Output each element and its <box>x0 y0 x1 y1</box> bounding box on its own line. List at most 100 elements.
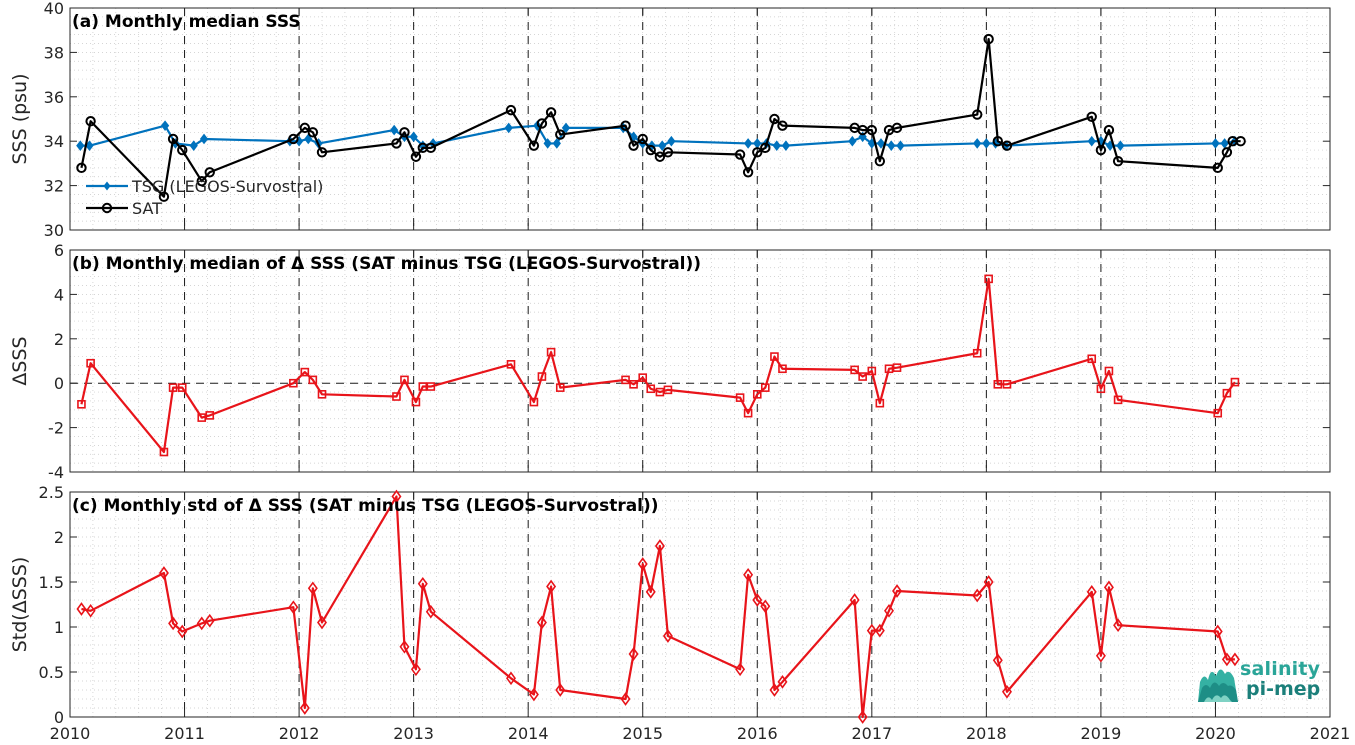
data-point <box>743 138 753 149</box>
x-tick-label: 2021 <box>1310 724 1351 743</box>
data-point <box>1087 354 1097 364</box>
data-point <box>1002 380 1012 389</box>
data-point <box>1095 648 1106 663</box>
data-point <box>543 138 552 149</box>
x-tick-label: 2011 <box>164 724 205 743</box>
data-point <box>177 383 187 392</box>
data-point <box>655 387 665 397</box>
y-tick-label: 30 <box>44 221 64 240</box>
data-point <box>848 135 857 147</box>
data-point <box>529 397 539 407</box>
data-point <box>638 373 648 382</box>
data-point <box>204 167 215 178</box>
data-point <box>555 129 566 140</box>
data-point <box>628 140 639 151</box>
data-point <box>390 124 399 136</box>
data-point <box>875 398 885 408</box>
data-point <box>1116 140 1125 151</box>
data-point <box>204 613 215 628</box>
data-point <box>168 616 179 631</box>
data-point <box>417 576 428 591</box>
data-point <box>884 603 894 618</box>
data-point <box>307 127 319 138</box>
data-point <box>646 384 656 394</box>
x-tick-label: 2020 <box>1195 724 1236 743</box>
data-point <box>993 380 1003 389</box>
data-point <box>304 133 313 145</box>
y-tick-label: 0 <box>54 374 64 393</box>
y-tick-label: 2 <box>54 330 64 349</box>
data-point <box>621 375 630 385</box>
data-point <box>1001 140 1013 151</box>
data-point <box>410 662 421 677</box>
data-point <box>887 140 896 151</box>
y-tick-label: 40 <box>44 0 64 18</box>
series-delta-sss <box>76 489 1240 724</box>
series-delta-sss <box>77 274 1240 457</box>
data-point <box>891 122 903 134</box>
data-point <box>658 140 667 151</box>
data-point <box>735 393 745 402</box>
data-point <box>777 675 788 689</box>
data-point <box>866 623 877 638</box>
data-point <box>189 140 198 151</box>
y-axis-label: Std(ΔSSS) <box>9 557 31 653</box>
data-point <box>85 603 96 618</box>
x-tick-label: 2016 <box>737 724 778 743</box>
data-point <box>874 155 886 167</box>
x-tick-label: 2018 <box>966 724 1007 743</box>
y-tick-label: 38 <box>44 43 64 62</box>
data-point <box>734 149 746 160</box>
data-point <box>399 639 410 654</box>
data-point <box>1087 135 1096 147</box>
data-point <box>662 147 674 158</box>
data-point <box>506 671 516 686</box>
data-point <box>555 383 565 392</box>
data-point <box>317 615 327 630</box>
data-point <box>850 365 859 375</box>
data-point <box>743 567 754 582</box>
x-tick-label: 2010 <box>50 724 91 743</box>
legend-marker <box>103 181 111 191</box>
data-point <box>1103 124 1115 136</box>
data-point <box>1095 144 1107 156</box>
y-axis-label: ΔSSS <box>9 336 31 385</box>
data-point <box>972 109 983 120</box>
data-point <box>1113 395 1123 405</box>
data-point <box>1096 384 1106 394</box>
y-tick-label: 1 <box>54 618 64 637</box>
data-point <box>752 389 762 399</box>
data-point <box>1220 138 1229 149</box>
data-point <box>1221 652 1232 667</box>
data-point <box>1104 366 1114 376</box>
data-point <box>972 348 982 358</box>
data-point <box>896 140 905 151</box>
logo-text-salinity: salinity <box>1240 658 1321 680</box>
data-point <box>628 647 639 661</box>
data-point <box>400 375 409 385</box>
x-tick-label: 2014 <box>508 724 549 743</box>
data-point <box>504 122 513 134</box>
y-tick-label: 34 <box>44 132 64 151</box>
data-point <box>561 122 571 134</box>
data-point <box>983 33 994 45</box>
data-point <box>196 616 207 631</box>
data-point <box>662 629 673 643</box>
data-point <box>391 138 402 149</box>
data-point <box>992 136 1004 147</box>
data-point <box>199 133 209 145</box>
legend-label: TSG (LEGOS-Survostral) <box>131 177 323 196</box>
y-tick-label: 4 <box>54 285 64 304</box>
data-point <box>742 167 754 178</box>
data-point <box>505 104 517 116</box>
data-point <box>983 575 994 589</box>
data-point <box>778 364 787 374</box>
data-point <box>300 367 310 377</box>
data-point <box>858 372 867 381</box>
series-line <box>81 495 1235 719</box>
panel-title: (b) Monthly median of Δ SSS (SAT minus T… <box>72 254 701 274</box>
data-point <box>769 683 780 697</box>
y-tick-label: 2 <box>54 528 64 547</box>
series-line <box>80 277 1236 454</box>
data-point <box>772 140 781 151</box>
